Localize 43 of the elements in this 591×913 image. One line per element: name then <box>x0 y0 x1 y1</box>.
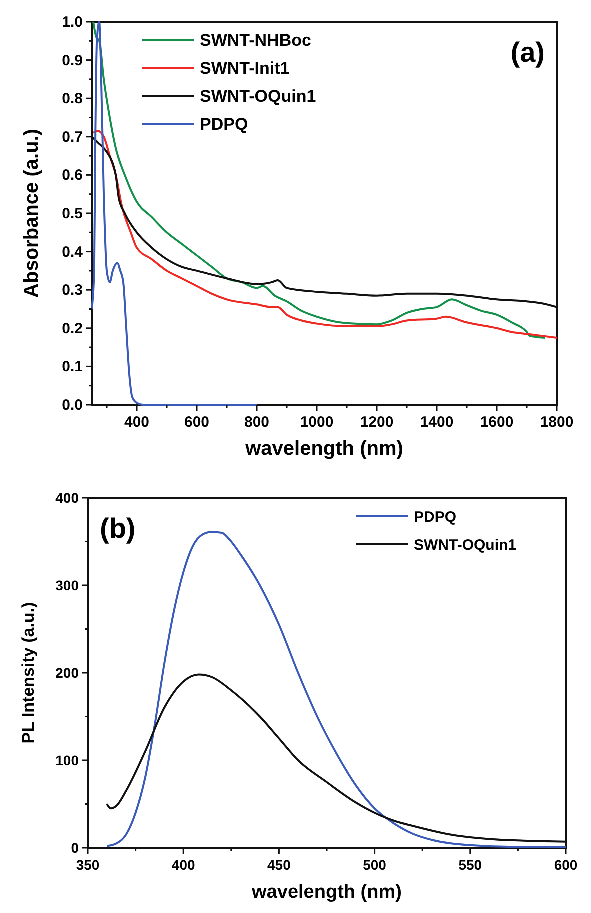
legend-label: SWNT-NHBoc <box>200 31 312 50</box>
y-axis-title: Absorbance (a.u.) <box>21 129 43 298</box>
y-tick-label: 0.4 <box>62 244 84 261</box>
x-tick-label: 1200 <box>360 414 394 431</box>
x-tick-label: 800 <box>244 414 270 431</box>
y-tick-label: 0.2 <box>62 320 83 338</box>
x-tick-label: 600 <box>554 857 578 873</box>
annotation: (a) <box>510 37 545 68</box>
legend-label: SWNT-OQuin1 <box>200 87 316 106</box>
x-tick-label: 1800 <box>540 414 574 431</box>
x-tick-label: 550 <box>458 857 482 873</box>
y-tick-label: 0.1 <box>62 358 83 376</box>
annotation: (b) <box>100 513 136 544</box>
y-tick-label: 0.7 <box>62 128 83 146</box>
line-series <box>92 21 546 339</box>
y-tick-label: 0 <box>71 840 80 856</box>
x-tick-label: 400 <box>124 414 150 431</box>
legend-label: SWNT-OQuin1 <box>414 537 516 554</box>
y-tick-label: 0.3 <box>62 282 83 300</box>
y-tick-label: 0.0 <box>62 397 83 414</box>
x-tick-label: 400 <box>172 857 196 873</box>
y-tick-label: 0.6 <box>62 167 83 184</box>
legend-label: PDPQ <box>200 115 248 134</box>
legend-label: SWNT-Init1 <box>200 59 290 78</box>
y-tick-label: 0.5 <box>62 206 83 222</box>
legend-label: PDPQ <box>414 509 457 526</box>
y-tick-label: 200 <box>56 665 80 681</box>
y-tick-label: 0.9 <box>62 52 83 70</box>
y-tick-label: 300 <box>56 578 80 594</box>
x-axis-title: wavelength (nm) <box>244 438 404 460</box>
x-tick-label: 600 <box>184 414 210 431</box>
y-tick-label: 0.8 <box>62 90 83 108</box>
x-tick-label: 350 <box>76 857 100 873</box>
x-tick-label: 500 <box>363 857 387 873</box>
y-axis-title: PL Intensity (a.u.) <box>19 602 38 744</box>
x-tick-label: 1400 <box>420 414 454 431</box>
x-axis-title: wavelength (nm) <box>251 882 402 903</box>
x-tick-label: 1600 <box>480 414 514 431</box>
x-tick-label: 450 <box>268 857 292 873</box>
y-tick-label: 400 <box>56 490 80 506</box>
y-tick-label: 100 <box>56 752 80 768</box>
y-tick-label: 1.0 <box>62 14 83 31</box>
x-tick-label: 1000 <box>300 414 334 431</box>
